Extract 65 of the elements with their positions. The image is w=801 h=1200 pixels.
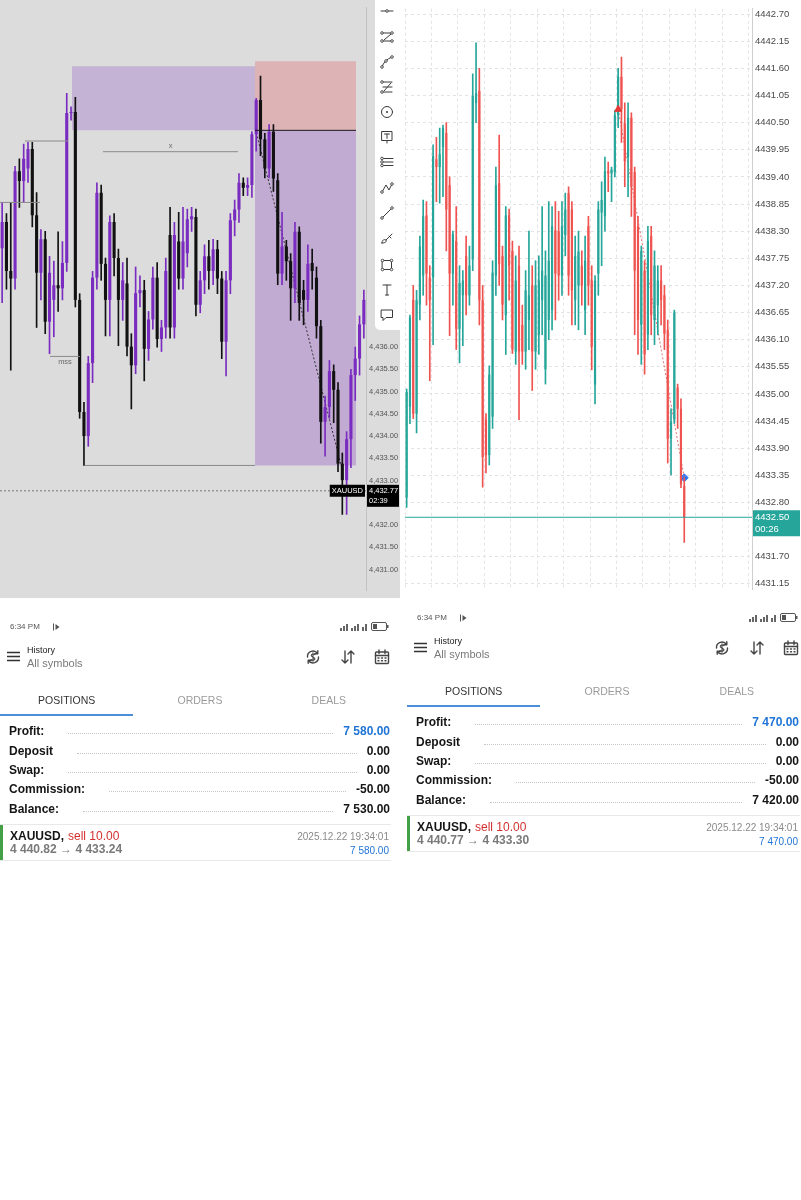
text: 7 470.00 <box>752 715 799 729</box>
y-tick-label: 4434.45 <box>755 414 790 426</box>
text: 2025.12.22 19:34:01 <box>297 831 389 843</box>
y-tick-label: 4439.40 <box>755 170 790 182</box>
text: Commission: <box>416 773 493 787</box>
y-tick-label: 4439.95 <box>755 143 790 155</box>
y-tick-label: 4436.65 <box>755 306 790 318</box>
text: Deposit <box>416 735 461 749</box>
y-tick-label: 4436.10 <box>755 333 790 345</box>
y-tick-label: 4440.50 <box>755 116 790 128</box>
text: 0.00 <box>366 744 390 758</box>
y-tick-label: 4433.35 <box>755 468 790 480</box>
y-tick-label: 4431.70 <box>755 550 790 562</box>
y-tick-label: 4432.80 <box>755 496 790 508</box>
text: 0.00 <box>775 735 799 749</box>
text: Profit: <box>416 715 452 729</box>
text: 7 420.00 <box>752 793 799 807</box>
text: History <box>434 636 463 647</box>
y-tick-label: 4431.15 <box>755 577 790 589</box>
text: -50.00 <box>355 782 390 796</box>
y-tick-label: 4437.20 <box>755 279 790 291</box>
text: History <box>27 645 56 656</box>
text: All symbols <box>27 657 83 670</box>
text: POSITIONS <box>37 694 97 707</box>
text: 4 440.77 → 4 433.30 <box>417 833 530 847</box>
text: Swap: <box>9 763 45 777</box>
ref-line-label: 4432.50 <box>755 510 790 522</box>
y-tick-label: 4441.60 <box>755 62 790 74</box>
text: All symbols <box>434 648 490 661</box>
text: sell 10.00 <box>475 820 527 834</box>
text: ORDERS <box>176 694 224 707</box>
text: 6:34 PM <box>10 622 40 632</box>
text: 00:26 <box>755 522 779 534</box>
y-tick-label: 4435.00 <box>755 387 790 399</box>
y-tick-label: 4435.55 <box>755 360 790 372</box>
text: 4 440.82 → 4 433.24 <box>10 842 123 856</box>
text: 6:34 PM <box>417 613 447 623</box>
text: Deposit <box>9 744 54 758</box>
text: 7 580.00 <box>350 845 389 857</box>
text: Profit: <box>9 724 45 738</box>
text: sell 10.00 <box>68 829 120 843</box>
text: 7 530.00 <box>343 802 390 816</box>
text: 0.00 <box>775 754 799 768</box>
y-tick-label: 4437.75 <box>755 251 790 263</box>
text: 2025.12.22 19:34:01 <box>706 822 798 834</box>
y-tick-label: 4442.70 <box>755 7 790 19</box>
text: DEALS <box>718 685 756 698</box>
text: 7 580.00 <box>343 724 390 738</box>
y-tick-label: 4438.30 <box>755 224 790 236</box>
text: Commission: <box>9 782 86 796</box>
text: 7 470.00 <box>759 836 798 848</box>
text: XAUUSD, <box>10 829 65 843</box>
text: ORDERS <box>583 685 631 698</box>
text: POSITIONS <box>444 685 504 698</box>
text: Swap: <box>416 754 452 768</box>
text: DEALS <box>310 694 348 707</box>
text: Balance: <box>416 793 467 807</box>
y-tick-label: 4438.85 <box>755 197 790 209</box>
text: Balance: <box>9 802 60 816</box>
y-tick-label: 4442.15 <box>755 34 790 46</box>
text: -50.00 <box>764 773 799 787</box>
text: XAUUSD, <box>417 820 472 834</box>
y-tick-label: 4433.90 <box>755 441 790 453</box>
y-tick-label: 4441.05 <box>755 89 790 101</box>
text: 0.00 <box>366 763 390 777</box>
